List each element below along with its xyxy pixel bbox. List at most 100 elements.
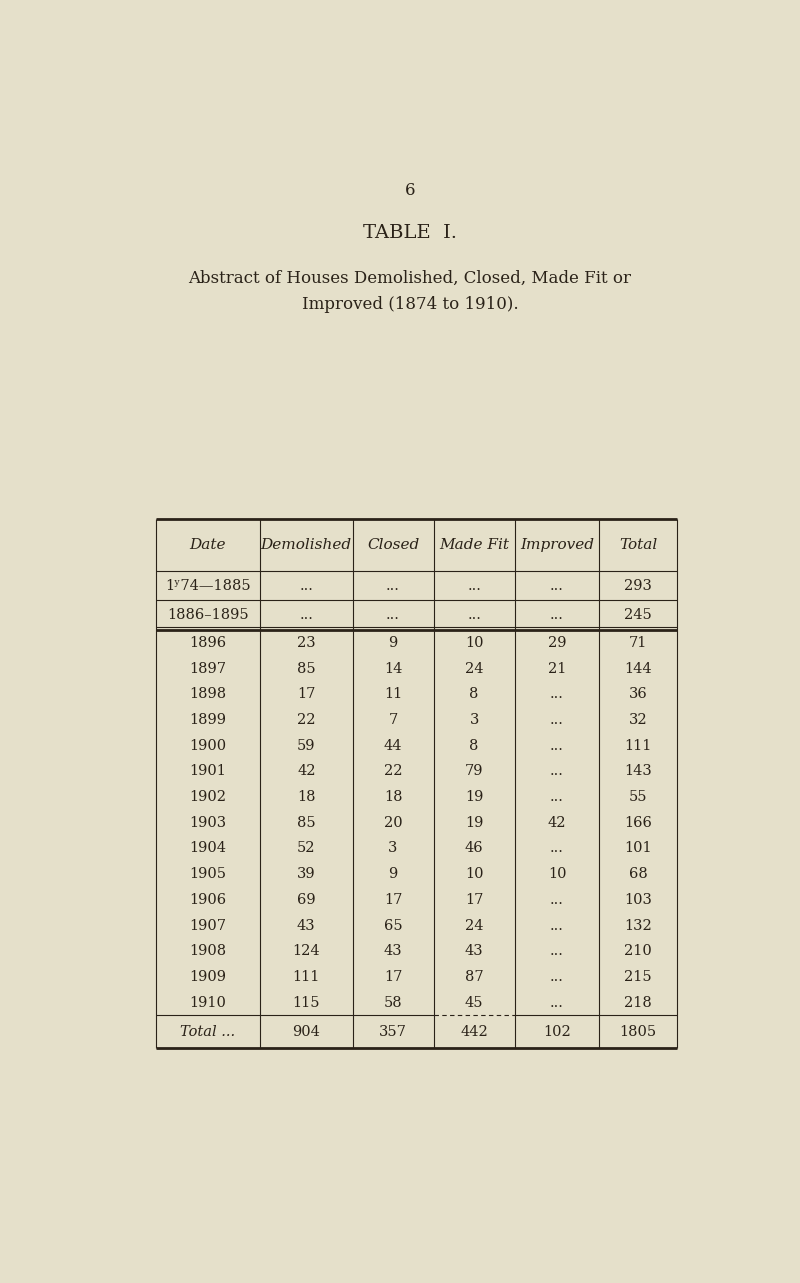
Text: 442: 442 xyxy=(460,1025,488,1039)
Text: 245: 245 xyxy=(624,608,652,622)
Text: ...: ... xyxy=(550,579,564,593)
Text: Demolished: Demolished xyxy=(261,538,352,552)
Text: 87: 87 xyxy=(465,970,483,984)
Text: ...: ... xyxy=(299,579,313,593)
Text: Made Fit: Made Fit xyxy=(439,538,509,552)
Text: 357: 357 xyxy=(379,1025,407,1039)
Text: ...: ... xyxy=(467,579,481,593)
Text: 14: 14 xyxy=(384,662,402,676)
Text: 1805: 1805 xyxy=(619,1025,657,1039)
Text: 71: 71 xyxy=(629,636,647,650)
Text: Total: Total xyxy=(619,538,657,552)
Text: 17: 17 xyxy=(465,893,483,907)
Text: 58: 58 xyxy=(384,996,402,1010)
Text: 11: 11 xyxy=(384,688,402,702)
Text: 22: 22 xyxy=(384,765,402,779)
Text: 215: 215 xyxy=(624,970,652,984)
Text: 144: 144 xyxy=(624,662,652,676)
Text: 1908: 1908 xyxy=(190,944,226,958)
Text: 44: 44 xyxy=(384,739,402,753)
Text: 6: 6 xyxy=(405,182,415,199)
Text: 39: 39 xyxy=(297,867,315,881)
Text: 43: 43 xyxy=(297,919,315,933)
Text: 17: 17 xyxy=(384,970,402,984)
Text: 10: 10 xyxy=(465,636,483,650)
Text: TABLE  I.: TABLE I. xyxy=(363,225,457,242)
Text: 132: 132 xyxy=(624,919,652,933)
Text: 22: 22 xyxy=(297,713,315,727)
Text: ...: ... xyxy=(550,944,564,958)
Text: 10: 10 xyxy=(548,867,566,881)
Text: 1902: 1902 xyxy=(190,790,226,804)
Text: ...: ... xyxy=(550,996,564,1010)
Text: 1898: 1898 xyxy=(190,688,226,702)
Text: 29: 29 xyxy=(548,636,566,650)
Text: Abstract of Houses Demolished, Closed, Made Fit or: Abstract of Houses Demolished, Closed, M… xyxy=(189,269,631,287)
Text: 85: 85 xyxy=(297,816,315,830)
Text: 43: 43 xyxy=(384,944,402,958)
Text: 1886–1895: 1886–1895 xyxy=(167,608,249,622)
Text: 1904: 1904 xyxy=(190,842,226,856)
Text: 1909: 1909 xyxy=(190,970,226,984)
Text: 210: 210 xyxy=(624,944,652,958)
Text: ...: ... xyxy=(386,608,400,622)
Text: Date: Date xyxy=(190,538,226,552)
Text: 8: 8 xyxy=(470,739,478,753)
Text: ...: ... xyxy=(550,970,564,984)
Text: 1907: 1907 xyxy=(190,919,226,933)
Text: 102: 102 xyxy=(543,1025,571,1039)
Text: 1896: 1896 xyxy=(190,636,226,650)
Text: 46: 46 xyxy=(465,842,483,856)
Text: 1905: 1905 xyxy=(190,867,226,881)
Text: 1900: 1900 xyxy=(190,739,226,753)
Text: 10: 10 xyxy=(465,867,483,881)
Text: 3: 3 xyxy=(470,713,478,727)
Text: ...: ... xyxy=(550,842,564,856)
Text: 7: 7 xyxy=(389,713,398,727)
Text: ...: ... xyxy=(467,608,481,622)
Text: ...: ... xyxy=(550,765,564,779)
Text: 69: 69 xyxy=(297,893,315,907)
Text: Closed: Closed xyxy=(367,538,419,552)
Text: 19: 19 xyxy=(465,816,483,830)
Text: 111: 111 xyxy=(293,970,320,984)
Text: ...: ... xyxy=(550,919,564,933)
Text: 8: 8 xyxy=(470,688,478,702)
Text: ...: ... xyxy=(550,713,564,727)
Text: 43: 43 xyxy=(465,944,483,958)
Text: 52: 52 xyxy=(297,842,315,856)
Text: Improved (1874 to 1910).: Improved (1874 to 1910). xyxy=(302,295,518,313)
Text: 3: 3 xyxy=(388,842,398,856)
Text: 65: 65 xyxy=(384,919,402,933)
Text: 17: 17 xyxy=(297,688,315,702)
Text: 19: 19 xyxy=(465,790,483,804)
Text: 42: 42 xyxy=(548,816,566,830)
Text: 32: 32 xyxy=(629,713,647,727)
Text: 21: 21 xyxy=(548,662,566,676)
Text: 143: 143 xyxy=(624,765,652,779)
Text: 59: 59 xyxy=(297,739,315,753)
Text: 1910: 1910 xyxy=(190,996,226,1010)
Text: 115: 115 xyxy=(293,996,320,1010)
Text: 9: 9 xyxy=(389,636,398,650)
Text: 1ʸ74—1885: 1ʸ74—1885 xyxy=(165,579,250,593)
Text: ...: ... xyxy=(550,608,564,622)
Text: 293: 293 xyxy=(624,579,652,593)
Text: ...: ... xyxy=(299,608,313,622)
Text: 101: 101 xyxy=(624,842,652,856)
Text: 24: 24 xyxy=(465,662,483,676)
Text: 218: 218 xyxy=(624,996,652,1010)
Text: 1899: 1899 xyxy=(190,713,226,727)
Text: 68: 68 xyxy=(629,867,647,881)
Text: 111: 111 xyxy=(624,739,652,753)
Text: ...: ... xyxy=(386,579,400,593)
Text: 85: 85 xyxy=(297,662,315,676)
Text: 42: 42 xyxy=(297,765,315,779)
Text: ...: ... xyxy=(550,688,564,702)
Text: 79: 79 xyxy=(465,765,483,779)
Text: 1906: 1906 xyxy=(190,893,226,907)
Text: 24: 24 xyxy=(465,919,483,933)
Text: 23: 23 xyxy=(297,636,315,650)
Text: 103: 103 xyxy=(624,893,652,907)
Text: ...: ... xyxy=(550,739,564,753)
